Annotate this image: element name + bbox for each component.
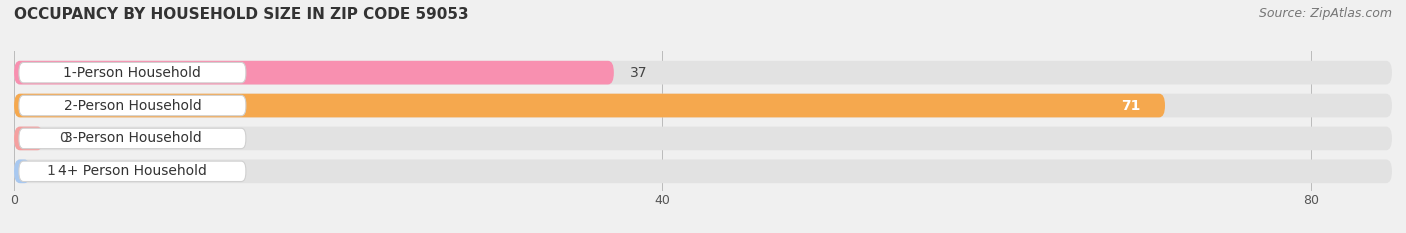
Text: 1-Person Household: 1-Person Household xyxy=(63,66,201,80)
Text: 3-Person Household: 3-Person Household xyxy=(63,131,201,145)
FancyBboxPatch shape xyxy=(14,61,614,85)
Text: 71: 71 xyxy=(1122,99,1140,113)
FancyBboxPatch shape xyxy=(14,61,1392,85)
Text: 0: 0 xyxy=(59,131,69,145)
FancyBboxPatch shape xyxy=(14,94,1392,117)
Text: 2-Person Household: 2-Person Household xyxy=(63,99,201,113)
Text: OCCUPANCY BY HOUSEHOLD SIZE IN ZIP CODE 59053: OCCUPANCY BY HOUSEHOLD SIZE IN ZIP CODE … xyxy=(14,7,468,22)
FancyBboxPatch shape xyxy=(18,62,246,83)
FancyBboxPatch shape xyxy=(14,127,1392,150)
Text: 1: 1 xyxy=(46,164,55,178)
FancyBboxPatch shape xyxy=(14,159,31,183)
Text: 37: 37 xyxy=(630,66,648,80)
FancyBboxPatch shape xyxy=(18,95,246,116)
FancyBboxPatch shape xyxy=(14,94,1166,117)
Text: Source: ZipAtlas.com: Source: ZipAtlas.com xyxy=(1258,7,1392,20)
Text: 4+ Person Household: 4+ Person Household xyxy=(58,164,207,178)
FancyBboxPatch shape xyxy=(14,127,44,150)
FancyBboxPatch shape xyxy=(18,161,246,182)
FancyBboxPatch shape xyxy=(18,128,246,149)
FancyBboxPatch shape xyxy=(14,159,1392,183)
